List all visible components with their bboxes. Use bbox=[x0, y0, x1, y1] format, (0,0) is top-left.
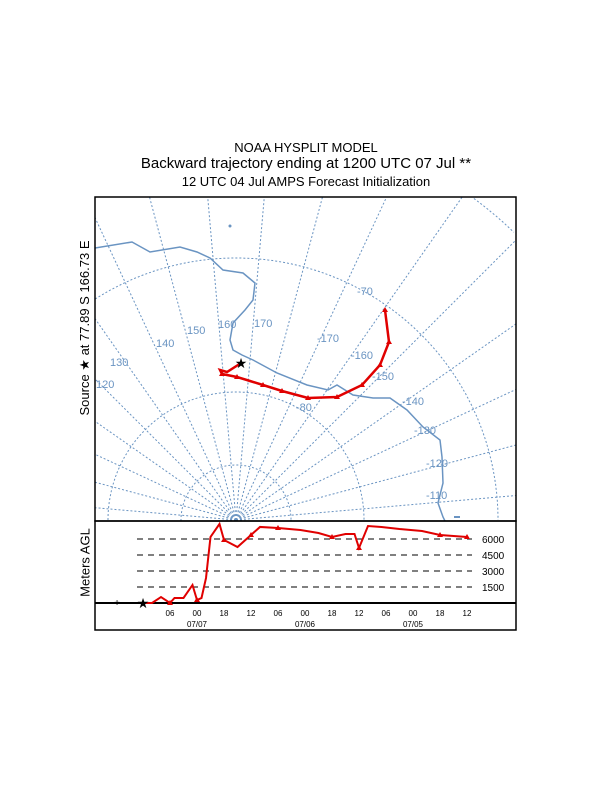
source-star-icon: ★ bbox=[235, 355, 248, 371]
trajectory-marker bbox=[377, 362, 383, 367]
time-tick-label: 18 bbox=[220, 609, 229, 618]
meridian-line bbox=[235, 388, 516, 521]
longitude-label: 130 bbox=[110, 357, 128, 369]
trajectory-marker bbox=[260, 382, 266, 387]
longitude-label: -150 bbox=[372, 371, 394, 383]
plus-marker: + bbox=[114, 598, 120, 609]
meridian-line bbox=[235, 239, 516, 521]
longitude-label: -110 bbox=[426, 490, 447, 502]
island-dot bbox=[228, 224, 232, 228]
altitude-marker bbox=[464, 533, 470, 539]
coastline bbox=[95, 241, 446, 521]
longitude-label: 160 bbox=[218, 319, 236, 331]
latitude-label: -70 bbox=[357, 286, 373, 298]
altitude-panel: 1500 3000 4500 6000 06 00 18 12 06 00 18 12 06 00 18 12… bbox=[95, 521, 516, 629]
trajectory-marker bbox=[359, 382, 365, 387]
time-tick-label: 12 bbox=[463, 609, 472, 618]
trajectory-marker bbox=[279, 388, 285, 393]
longitude-label: 140 bbox=[156, 338, 174, 350]
longitude-label: 150 bbox=[187, 325, 205, 337]
latitude-label: -80 bbox=[296, 402, 312, 414]
meridian-line bbox=[235, 197, 463, 521]
longitude-label: -170 bbox=[317, 333, 339, 345]
trajectory-marker bbox=[219, 371, 225, 376]
map-labels: 120 130 140 150 160 170 -170 -160 -150 -140 -130 -1… bbox=[96, 286, 448, 502]
time-tick-label: 06 bbox=[274, 609, 283, 618]
time-tick-label: 12 bbox=[247, 609, 256, 618]
latitude-circle bbox=[107, 391, 365, 520]
altitude-trajectory-line bbox=[143, 521, 468, 605]
longitude-label: -140 bbox=[402, 396, 424, 408]
model-title: NOAA HYSPLIT MODEL bbox=[234, 140, 378, 155]
altitude-frame bbox=[94, 520, 517, 631]
initialization-subtitle: 12 UTC 04 Jul AMPS Forecast Initializati… bbox=[181, 174, 431, 189]
map-frame bbox=[94, 196, 517, 522]
latitude-circle bbox=[95, 257, 499, 520]
trajectory-marker bbox=[305, 395, 311, 400]
altitude-marker bbox=[248, 531, 254, 537]
altitude-tick-label: 4500 bbox=[482, 551, 505, 562]
altitude-tick-label: 3000 bbox=[482, 567, 505, 578]
meridian-line bbox=[95, 481, 237, 521]
map-grid bbox=[95, 197, 516, 521]
map-trajectory-markers bbox=[219, 307, 392, 400]
trajectory-marker bbox=[234, 374, 240, 379]
latitude-circle bbox=[473, 198, 515, 233]
meridian-line bbox=[235, 197, 388, 521]
meridian-line bbox=[235, 495, 516, 521]
altitude-marker bbox=[194, 597, 200, 603]
meridian-line bbox=[235, 444, 516, 521]
altitude-tick-label: 1500 bbox=[482, 583, 505, 594]
meridian-line bbox=[95, 318, 237, 521]
altitude-marker bbox=[221, 536, 227, 542]
latitude-circle bbox=[180, 464, 292, 521]
trajectory-marker bbox=[334, 394, 340, 399]
trajectory-title: Backward trajectory ending at 1200 UTC 0… bbox=[140, 155, 472, 172]
trajectory-marker bbox=[382, 307, 388, 312]
altitude-marker bbox=[437, 531, 443, 537]
altitude-marker bbox=[167, 600, 173, 605]
meridian-line bbox=[149, 197, 237, 521]
longitude-label: 120 bbox=[96, 379, 114, 391]
meridian-line bbox=[235, 323, 516, 521]
longitude-label: -130 bbox=[414, 425, 436, 437]
altitude-marker bbox=[275, 525, 281, 531]
date-label: 07/05 bbox=[403, 620, 424, 629]
time-tick-label: 12 bbox=[355, 609, 364, 618]
meridian-line bbox=[207, 197, 237, 521]
meridian-line bbox=[95, 507, 237, 521]
time-tick-label: 06 bbox=[382, 609, 391, 618]
meridian-line bbox=[95, 453, 237, 521]
altitude-tick-label: 6000 bbox=[482, 535, 505, 546]
meridian-line bbox=[95, 378, 237, 521]
time-tick-label: 00 bbox=[301, 609, 310, 618]
longitude-label: 170 bbox=[254, 318, 272, 330]
source-star-icon: ★ bbox=[137, 595, 150, 611]
date-label: 07/06 bbox=[295, 620, 316, 629]
time-tick-label: 00 bbox=[409, 609, 418, 618]
date-label: 07/07 bbox=[187, 620, 208, 629]
trajectory-marker bbox=[386, 339, 392, 344]
time-tick-label: 06 bbox=[166, 609, 175, 618]
longitude-label: -120 bbox=[426, 458, 448, 470]
time-tick-label: 18 bbox=[328, 609, 337, 618]
time-tick-label: 18 bbox=[436, 609, 445, 618]
meridian-line bbox=[95, 420, 237, 521]
altitude-marker bbox=[329, 533, 335, 539]
longitude-label: -160 bbox=[351, 350, 373, 362]
altitude-marker bbox=[356, 544, 362, 550]
time-tick-label: 00 bbox=[193, 609, 202, 618]
